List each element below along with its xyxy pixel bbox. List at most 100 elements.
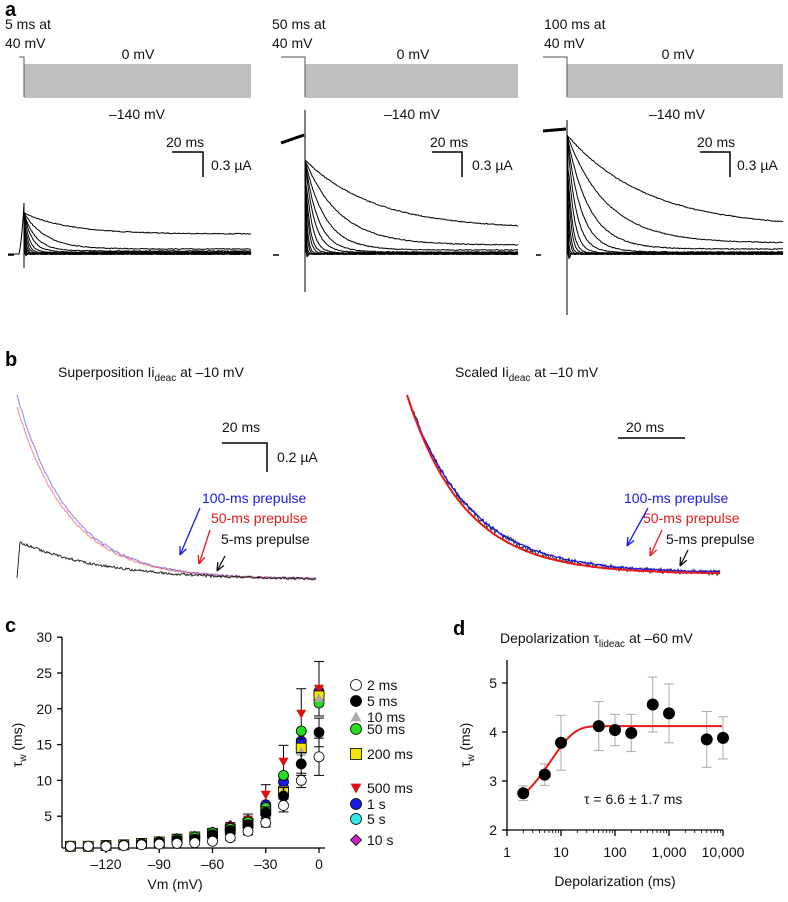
trace-100ms-right	[406, 394, 721, 574]
c-xlabel: Vm (mV)	[147, 876, 202, 892]
current-trace	[304, 159, 519, 255]
trace-100ms-left	[16, 394, 317, 580]
legend-50ms: 50-ms prepulse	[211, 510, 308, 526]
c-point-5ms	[295, 758, 307, 770]
c-legend-marker	[350, 723, 362, 735]
panel-b-left-title: Superposition Iideac at –10 mV	[58, 364, 245, 384]
current-trace	[23, 212, 252, 253]
c-point-50ms	[295, 725, 307, 737]
legend-50ms-right: 50-ms prepulse	[643, 510, 740, 526]
prepulse-voltage: 40 mV	[544, 35, 585, 51]
c-point-2ms	[207, 835, 218, 847]
c-point-500ms	[260, 790, 271, 800]
d-xlabel: Depolarization (ms)	[554, 873, 675, 889]
prepulse-current	[8, 202, 25, 255]
c-xtick-label: –60	[201, 856, 225, 872]
current-trace	[23, 212, 252, 251]
d-xtick-label: 10	[553, 844, 569, 860]
arrow-100ms-left	[179, 507, 201, 556]
time-scale-label: 20 ms	[430, 134, 468, 150]
time-scale-label: 20 ms	[697, 134, 735, 150]
c-ytick-label: 30	[36, 629, 52, 645]
c-point-2ms	[189, 837, 201, 849]
legend-5ms: 5-ms prepulse	[221, 531, 310, 547]
arrow-50ms-left	[197, 529, 211, 565]
d-data-point	[663, 707, 675, 720]
arrow-5ms-left	[216, 555, 226, 572]
arrow-shaft	[679, 549, 689, 567]
trace-5ms-left	[20, 541, 317, 581]
panel-a-100ms: 100 ms at 40 mV 0 mV –140 mV 20 ms 0.3 µ…	[536, 16, 784, 315]
prepulse-duration: 5 ms at	[5, 16, 51, 32]
c-legend-label: 50 ms	[367, 721, 405, 737]
panel-a-5ms: 5 ms at 40 mV 0 mV –140 mV 20 ms 0.3 µA	[5, 16, 252, 268]
left-scale-bar	[222, 442, 268, 472]
top-voltage-label: 0 mV	[662, 46, 695, 62]
current-trace	[304, 159, 519, 227]
panel-c-chart: Vm (mV) τw (ms) 5 10 15 20 25 30 –120 –90 –60 –30…	[9, 629, 413, 892]
scale-bar	[172, 151, 204, 177]
arrow-100ms-right	[626, 507, 649, 547]
c-point-2ms	[136, 839, 147, 851]
current-trace	[566, 134, 784, 260]
top-voltage-label: 0 mV	[122, 46, 155, 62]
prepulse-duration: 50 ms at	[272, 16, 326, 32]
scale-bar	[432, 151, 463, 177]
right-time-scale-label: 20 ms	[626, 419, 664, 435]
c-point-2ms	[260, 817, 272, 829]
c-point-5ms	[260, 807, 272, 819]
arrow-head	[626, 536, 629, 547]
c-legend-label: 10 ms	[367, 709, 405, 725]
arrow-head	[179, 548, 187, 556]
d-data-point	[717, 731, 729, 744]
c-legend-marker	[349, 833, 363, 847]
arrow-head	[198, 556, 206, 565]
c-point-5ms	[313, 727, 325, 738]
c-point-10ms	[314, 693, 324, 703]
c-legend-label: 200 ms	[367, 746, 413, 762]
d-ytick-label: 5	[489, 675, 497, 691]
c-legend-marker	[350, 748, 362, 760]
arrow-head	[679, 556, 682, 567]
current-trace	[566, 134, 783, 223]
d-data-point	[700, 733, 713, 746]
d-xtick-label: 1	[503, 844, 511, 860]
top-voltage-label: 0 mV	[397, 46, 430, 62]
bottom-voltage-label: –140 mV	[384, 106, 441, 122]
panel-label-b: b	[5, 349, 17, 371]
d-data-point	[625, 726, 638, 739]
current-trace	[566, 134, 784, 254]
arrow-shaft	[216, 555, 226, 572]
panel-d-chart: Depolarization τlideac at –60 mV Depolar…	[457, 630, 745, 889]
d-title: Depolarization τlideac at –60 mV	[500, 630, 693, 650]
legend-100ms-right: 100-ms prepulse	[624, 490, 728, 506]
c-point-2ms	[100, 840, 112, 852]
c-point-2ms	[118, 840, 130, 851]
arrow-shaft	[626, 507, 649, 547]
panel-label-d: d	[453, 618, 465, 640]
current-trace	[566, 134, 784, 244]
bottom-voltage-label: –140 mV	[649, 106, 706, 122]
current-trace	[304, 159, 519, 258]
current-scale-label: 0.3 µA	[472, 157, 513, 173]
arrow-head	[197, 554, 200, 565]
prepulse-current	[280, 133, 305, 145]
legend-5ms-right: 5-ms prepulse	[666, 531, 755, 547]
c-legend-label: 10 s	[367, 832, 393, 848]
c-legend-marker	[350, 711, 362, 722]
arrow-shaft	[649, 529, 663, 557]
c-ytick-label: 10	[36, 772, 52, 788]
arrow-head	[649, 549, 658, 557]
d-fit-annotation: τ = 6.6 ± 1.7 ms	[584, 791, 682, 807]
legend-100ms: 100-ms prepulse	[202, 490, 306, 506]
c-point-2ms	[278, 800, 289, 811]
d-xtick-label: 1,000	[651, 844, 686, 860]
panel-a-50ms: 50 ms at 40 mV 0 mV –140 mV 20 ms 0.3 µA	[272, 16, 519, 292]
c-point-500ms	[314, 684, 324, 694]
prepulse-voltage: 40 mV	[5, 35, 46, 51]
c-ytick-label: 5	[44, 808, 52, 824]
prepulse-step	[543, 56, 568, 97]
prepulse-step	[19, 56, 25, 97]
c-ytick-label: 25	[36, 665, 52, 681]
